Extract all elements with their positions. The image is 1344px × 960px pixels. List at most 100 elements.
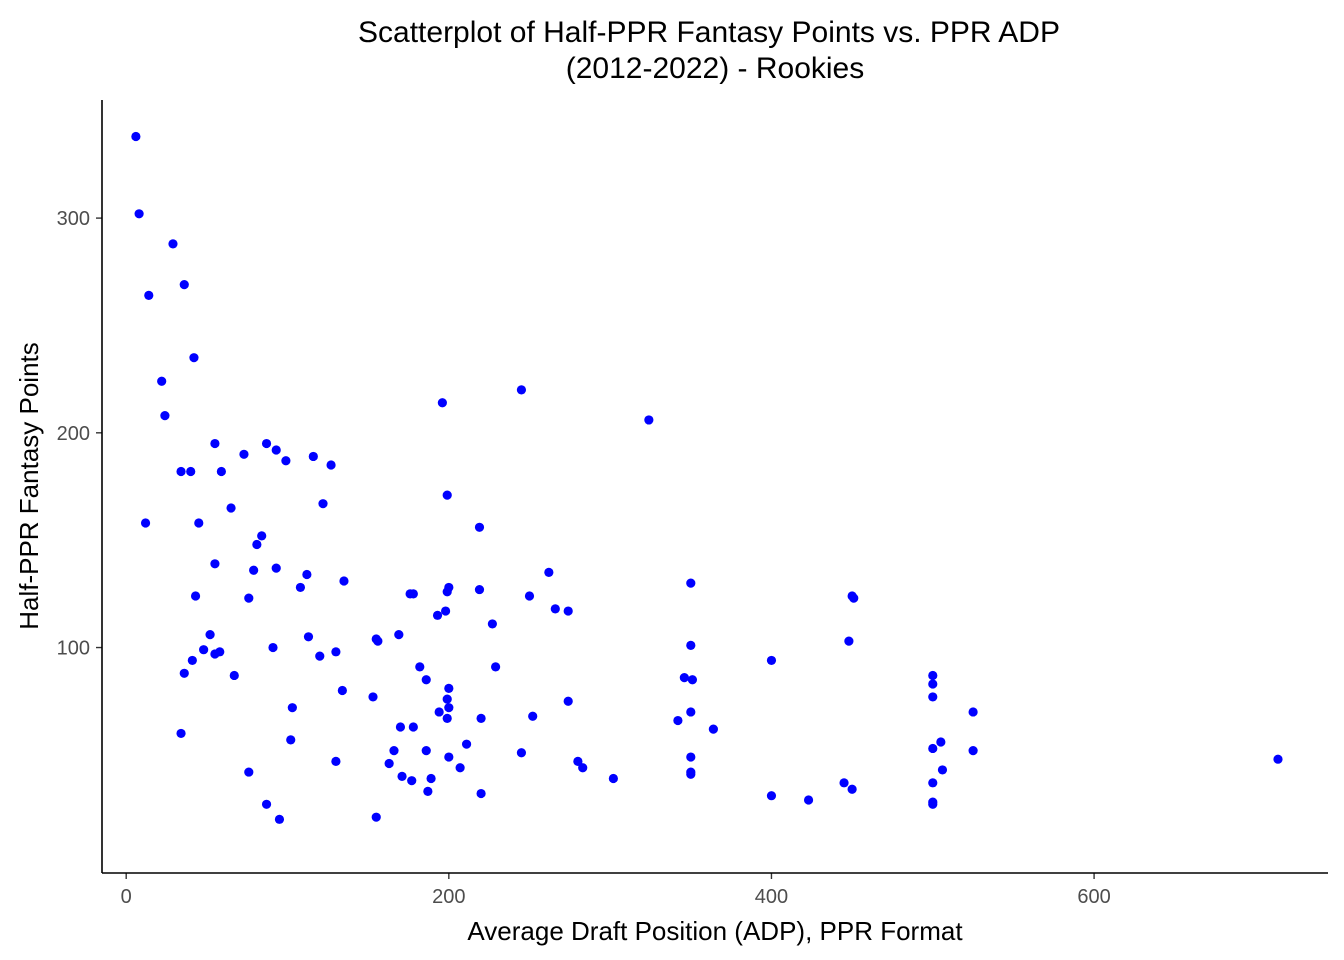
data-point <box>186 466 196 477</box>
data-point <box>936 737 946 747</box>
data-point <box>274 814 285 824</box>
data-point <box>608 773 618 784</box>
data-point <box>134 209 144 219</box>
data-point <box>239 449 249 459</box>
data-point <box>442 713 452 724</box>
data-point <box>644 415 654 425</box>
data-point <box>415 662 425 672</box>
data-point <box>461 739 472 749</box>
data-point <box>528 711 538 721</box>
x-tick-label: 0 <box>121 886 132 908</box>
data-point <box>679 673 689 683</box>
data-point <box>271 563 281 573</box>
data-point <box>140 518 151 528</box>
data-point <box>261 799 272 809</box>
data-point <box>442 694 452 704</box>
data-point <box>210 438 220 449</box>
data-point <box>252 539 262 550</box>
data-point <box>337 685 347 696</box>
data-point <box>563 696 573 706</box>
data-point <box>408 589 418 599</box>
data-point <box>226 503 236 513</box>
data-point <box>397 771 407 781</box>
data-point <box>373 636 383 646</box>
data-point <box>766 655 777 666</box>
data-point <box>261 438 272 449</box>
data-point <box>157 376 167 386</box>
data-point <box>144 290 154 300</box>
data-point <box>395 722 406 732</box>
data-point <box>928 692 938 702</box>
data-point <box>937 765 948 775</box>
data-point <box>686 707 696 717</box>
data-point <box>295 582 306 593</box>
data-point <box>244 593 254 603</box>
data-points <box>131 131 1283 824</box>
data-point <box>190 591 201 601</box>
data-point <box>368 692 378 702</box>
data-point <box>928 799 938 809</box>
data-point <box>491 662 501 672</box>
data-point <box>686 769 696 779</box>
y-tick-label: 100 <box>57 638 90 660</box>
data-point <box>421 675 431 685</box>
data-point <box>550 604 560 614</box>
data-point <box>803 795 814 805</box>
data-point <box>210 559 220 569</box>
data-point <box>968 746 978 756</box>
data-point <box>686 640 696 650</box>
data-point <box>578 763 588 773</box>
data-point <box>444 752 454 762</box>
data-point <box>928 778 938 788</box>
data-point <box>708 724 718 734</box>
data-point <box>189 353 199 363</box>
data-point <box>563 606 573 616</box>
data-point <box>179 668 189 678</box>
data-point <box>303 632 314 642</box>
data-point <box>476 788 486 799</box>
data-point <box>331 647 341 657</box>
data-point <box>928 670 938 681</box>
data-point <box>849 593 859 603</box>
y-axis-ticks: 100 200 300 <box>57 208 102 660</box>
data-point <box>205 630 215 640</box>
data-point <box>287 703 297 713</box>
data-point <box>474 522 485 532</box>
data-point <box>474 584 485 595</box>
data-point <box>160 411 170 421</box>
data-point <box>131 131 141 142</box>
data-point <box>268 642 278 653</box>
data-point <box>686 752 696 762</box>
data-point <box>432 610 443 620</box>
data-point <box>839 778 849 788</box>
data-point <box>408 722 418 732</box>
data-point <box>687 675 698 685</box>
x-tick-label: 400 <box>755 886 788 908</box>
data-point <box>434 707 444 717</box>
data-point <box>271 445 281 455</box>
data-point <box>426 773 436 784</box>
data-point <box>302 569 312 580</box>
data-point <box>442 490 452 500</box>
data-point <box>176 728 186 739</box>
data-point <box>394 630 404 640</box>
x-axis-ticks: 0 200 400 600 <box>121 873 1111 908</box>
x-tick-label: 200 <box>432 886 465 908</box>
data-point <box>441 606 451 616</box>
data-point <box>318 499 328 509</box>
y-tick-label: 300 <box>57 208 90 230</box>
data-point <box>524 591 535 601</box>
data-point <box>326 460 336 470</box>
data-point <box>176 466 186 477</box>
data-point <box>308 451 318 462</box>
data-point <box>371 812 381 822</box>
data-point <box>421 746 431 756</box>
x-axis-title: Average Draft Position (ADP), PPR Format <box>467 916 963 946</box>
data-point <box>487 619 497 629</box>
data-point <box>844 636 854 646</box>
data-point <box>928 679 938 689</box>
data-point <box>407 776 417 786</box>
x-tick-label: 600 <box>1077 886 1110 908</box>
data-point <box>766 791 777 801</box>
